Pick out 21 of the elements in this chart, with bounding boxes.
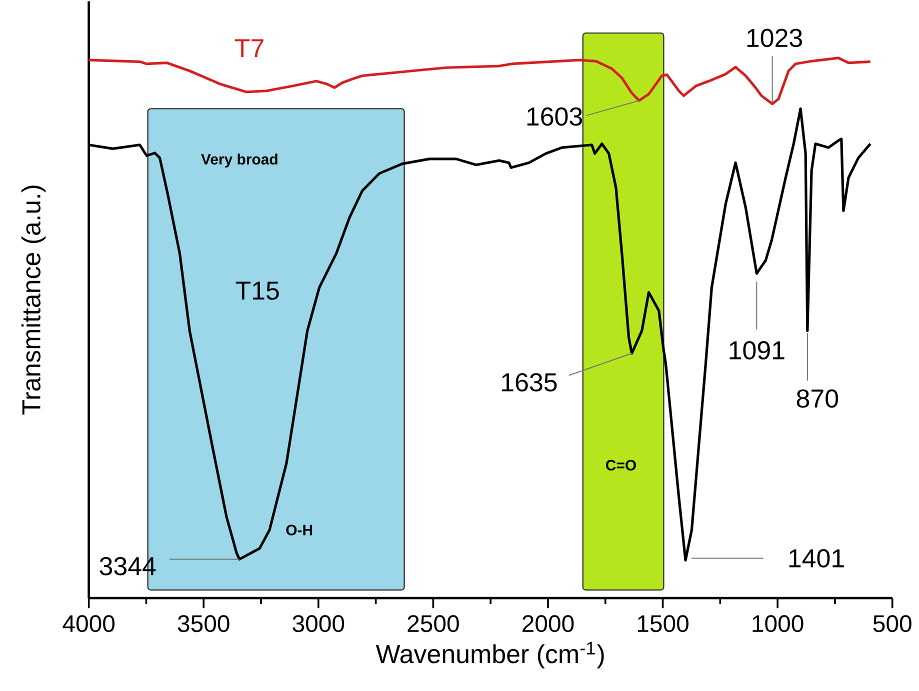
annotation: 870 xyxy=(796,389,838,408)
band-label: C=O xyxy=(606,460,636,471)
x-tick-label: 3000 xyxy=(292,615,344,632)
band-label: O-H xyxy=(286,524,312,536)
x-tick-label: 1500 xyxy=(638,615,688,632)
series-label: T7 xyxy=(234,39,264,58)
x-tick-label: 500 xyxy=(873,615,912,632)
x-tick-label: 1000 xyxy=(752,615,804,632)
series-label: T15 xyxy=(236,282,279,300)
x-tick-label: 4000 xyxy=(62,615,115,632)
annotation: Very broad xyxy=(201,154,278,168)
x-tick-label: 2500 xyxy=(408,615,459,632)
annotation: 1401 xyxy=(789,549,844,568)
annotation: 1603 xyxy=(527,107,582,126)
annotation: 1023 xyxy=(747,28,802,48)
x-tick-label: 2000 xyxy=(522,615,574,632)
annotation: 1635 xyxy=(502,373,557,392)
y-axis-title: Transmittance (a.u.) xyxy=(21,186,46,415)
annotation: 1091 xyxy=(730,341,784,360)
x-axis-title: Wavenumber (cm$^{-1}$) xyxy=(376,642,604,668)
x-tick-label: 3500 xyxy=(178,615,230,632)
